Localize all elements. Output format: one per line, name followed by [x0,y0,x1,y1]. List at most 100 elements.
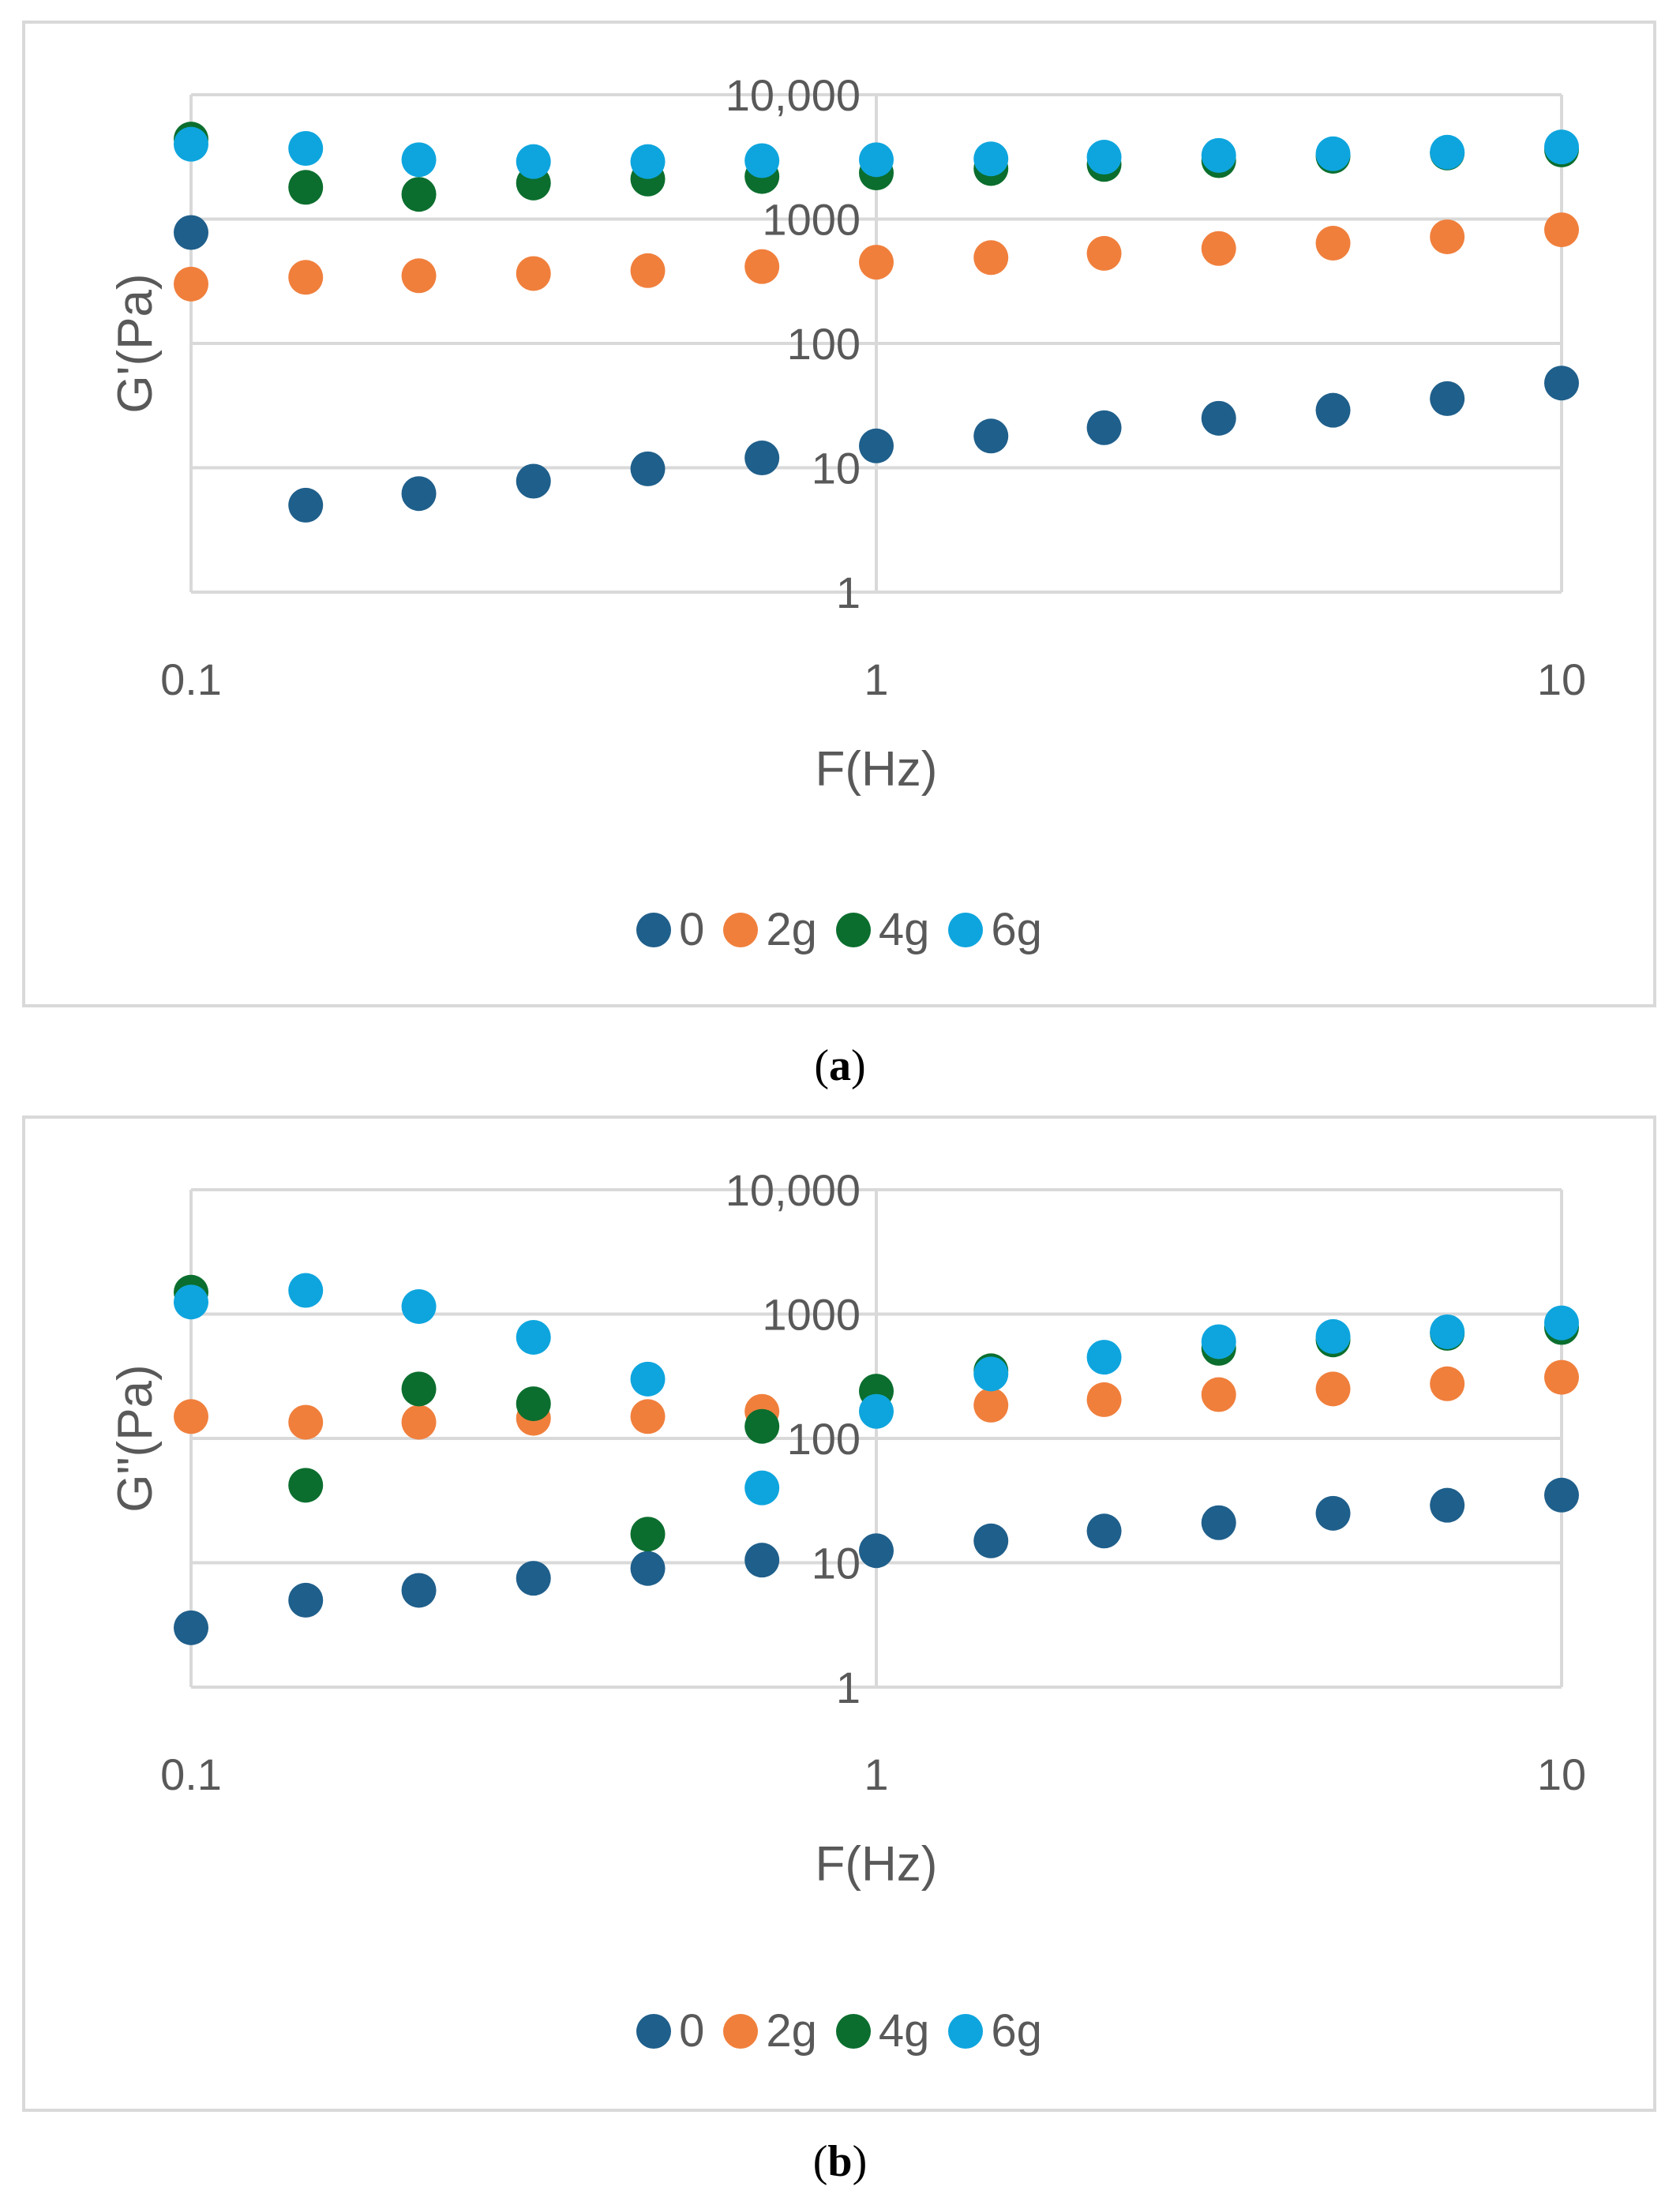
y-tick-label: 1000 [762,195,861,245]
x-axis-title: F(Hz) [816,1837,938,1892]
legend-item: 0 [636,2004,704,2057]
data-point-2g [1315,1371,1351,1407]
data-point-2g [174,266,208,302]
data-point-0 [1086,1513,1122,1549]
data-point-2g [973,240,1009,276]
data-point-6g [1430,1314,1465,1349]
x-tick-label: 0.1 [160,1749,222,1799]
legend-item: 6g [948,2004,1042,2057]
legend-marker [835,2013,871,2049]
data-point-2g [630,1399,666,1434]
data-point-0 [744,1543,780,1578]
data-point-4g [288,1468,324,1503]
data-point-0 [744,441,780,476]
data-point-2g [1086,235,1122,271]
data-point-4g [516,1386,551,1422]
data-point-0 [1086,410,1122,445]
legend-item: 6g [948,903,1042,956]
data-point-6g [973,1356,1009,1392]
data-point-4g [288,170,324,205]
y-tick-label: 100 [787,319,861,369]
data-point-0 [516,1561,551,1596]
x-tick-label: 0.1 [160,654,222,704]
y-tick-label: 100 [787,1414,861,1464]
data-point-0 [288,487,324,523]
data-point-6g [859,142,894,178]
data-point-6g [973,141,1009,177]
legend: 0 2g 4g 6g [25,903,1653,956]
data-point-6g [401,142,437,178]
data-point-2g [1201,231,1236,266]
caption-b: (b) [812,2137,868,2186]
data-point-0 [1544,366,1579,401]
legend-marker [835,912,871,947]
data-point-0 [288,1582,324,1618]
data-point-4g [401,177,437,212]
data-point-6g [288,131,324,167]
data-point-4g [744,1408,780,1444]
data-point-6g [1315,136,1351,171]
legend-item: 0 [636,903,704,956]
data-point-6g [516,1319,551,1355]
legend-marker [948,2013,984,2049]
y-tick-label: 1000 [762,1290,861,1340]
data-point-6g [1544,1305,1579,1341]
data-point-6g [1086,140,1122,175]
data-point-2g [288,1404,324,1440]
data-point-2g [1544,212,1579,248]
data-point-0 [859,1533,894,1569]
data-point-0 [1430,1487,1465,1523]
legend-item: 4g [835,2004,929,2057]
data-point-0 [1201,400,1236,436]
panel-label: b [827,2137,853,2186]
legend-marker [723,2013,759,2049]
data-point-0 [973,418,1009,454]
legend-marker [636,2013,672,2049]
data-point-6g [1315,1318,1351,1354]
data-point-6g [744,143,780,178]
data-point-2g [516,256,551,291]
data-point-0 [973,1523,1009,1558]
data-point-6g [174,1284,208,1320]
x-tick-label: 10 [1537,1749,1586,1799]
y-tick-label: 10,000 [726,1165,861,1215]
y-axis-title: G"(Pa) [108,1364,163,1512]
legend-label: 6g [991,2005,1042,2057]
legend-label: 2g [766,2005,817,2057]
data-point-4g [630,1517,666,1552]
data-point-0 [630,1551,666,1586]
data-point-6g [401,1288,437,1324]
data-point-2g [1544,1359,1579,1395]
legend-label: 0 [679,904,705,955]
chart-plot-a: 1 10 100 1000 10,000 0.1 1 10 F(Hz) G'(Pa) [108,70,1586,797]
data-point-0 [401,476,437,512]
data-point-2g [174,1399,208,1434]
data-point-4g [401,1371,437,1407]
legend-item: 2g [723,903,817,956]
caption-a: (a) [814,1041,866,1090]
data-point-2g [973,1387,1009,1423]
y-tick-label: 1 [836,568,861,617]
data-point-2g [744,249,780,284]
data-point-2g [1201,1377,1236,1412]
data-point-2g [1430,219,1465,254]
legend-marker [723,912,759,947]
data-point-6g [630,1361,666,1397]
legend-label: 2g [766,904,817,955]
data-point-2g [859,245,894,280]
data-point-0 [1315,1495,1351,1531]
data-point-6g [516,144,551,179]
y-axis-title: G'(Pa) [108,273,163,413]
data-point-2g [288,260,324,295]
y-tick-label: 10 [812,444,861,493]
data-point-2g [1315,226,1351,261]
legend-marker [636,912,672,947]
legend-marker [948,912,984,947]
data-point-2g [1086,1382,1122,1417]
data-point-6g [744,1470,780,1506]
data-point-6g [1086,1340,1122,1375]
data-point-2g [1430,1366,1465,1401]
y-tick-label: 10,000 [726,70,861,120]
data-point-0 [1315,392,1351,428]
y-tick-label: 10 [812,1539,861,1588]
